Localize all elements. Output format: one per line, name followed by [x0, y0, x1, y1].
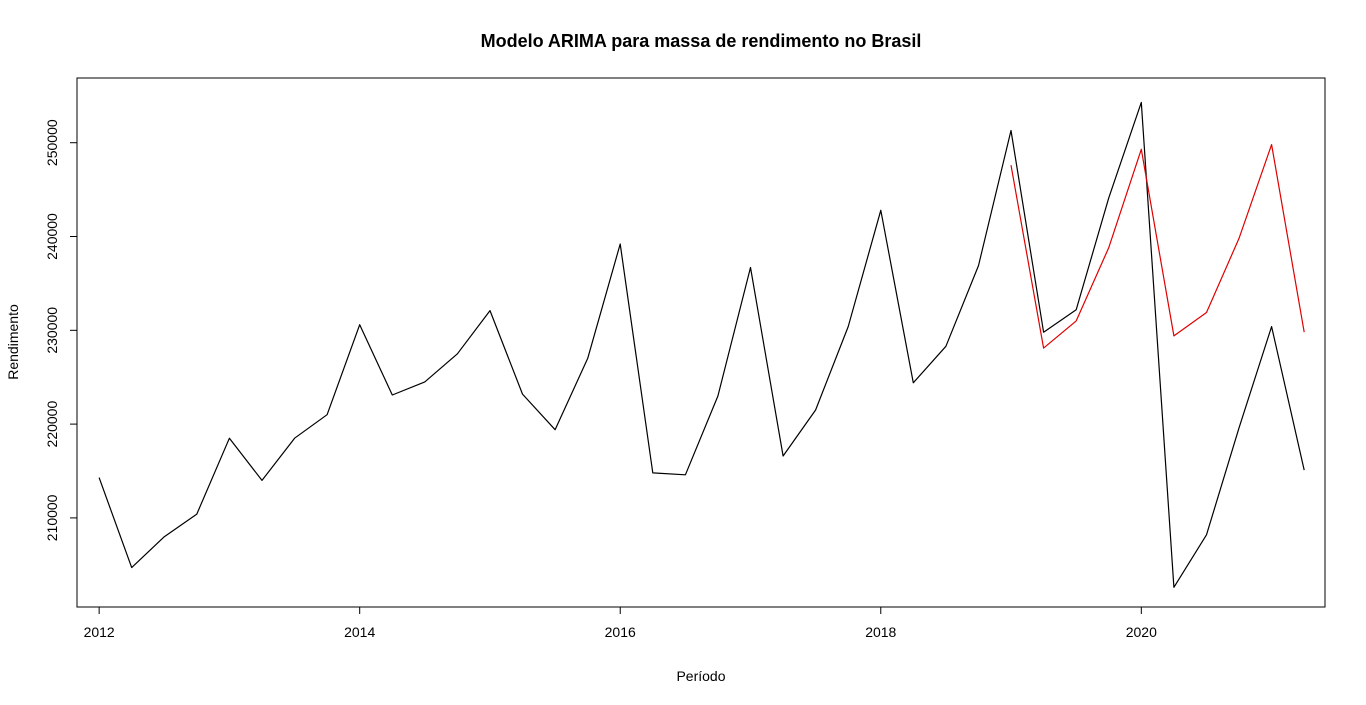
x-tick-label: 2012 [84, 624, 115, 640]
plot-frame [76, 77, 1326, 608]
y-tick-label: 250000 [44, 119, 60, 166]
x-tick-label: 2018 [865, 624, 896, 640]
y-tick-label: 220000 [44, 401, 60, 448]
x-tick-label: 2014 [344, 624, 375, 640]
x-tick-label: 2016 [605, 624, 636, 640]
x-axis-label: Período [676, 668, 725, 684]
x-tick-label: 2020 [1126, 624, 1157, 640]
chart-title: Modelo ARIMA para massa de rendimento no… [481, 31, 922, 51]
y-tick-label: 230000 [44, 307, 60, 354]
y-axis-label: Rendimento [5, 304, 21, 380]
series-line-forecast [1010, 144, 1305, 349]
series-layer [98, 101, 1305, 588]
y-axis: 210000 220000 230000 240000 250000 [44, 119, 78, 541]
y-tick-label: 210000 [44, 494, 60, 541]
x-axis: 2012 2014 2016 2018 2020 [84, 606, 1157, 640]
y-tick-label: 240000 [44, 213, 60, 260]
series-line-observed [98, 101, 1305, 588]
